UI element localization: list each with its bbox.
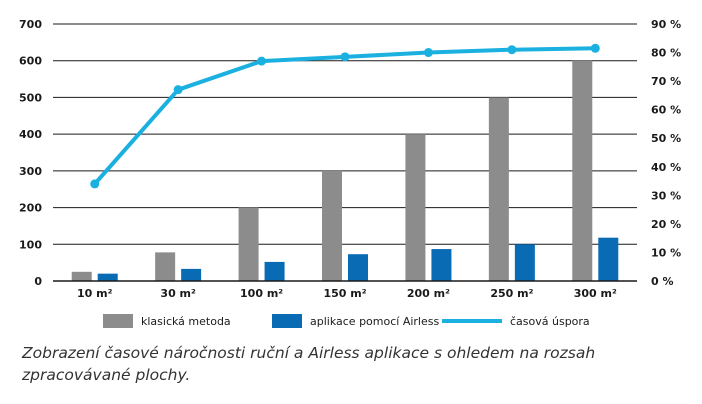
savings-point xyxy=(590,43,600,53)
x-tick-label: 250 m² xyxy=(490,287,533,300)
bar-airless xyxy=(348,254,368,281)
x-tick-label: 300 m² xyxy=(574,287,617,300)
right-tick-label: 60 % xyxy=(651,104,681,117)
bar-klasicka xyxy=(488,97,509,281)
left-tick-label: 0 xyxy=(34,275,42,288)
savings-point xyxy=(90,179,100,189)
bar-airless xyxy=(514,244,535,281)
bars xyxy=(71,60,619,281)
legend-klasicka-label: klasická metoda xyxy=(141,315,231,328)
right-tick-label: 40 % xyxy=(651,161,681,174)
bar-klasicka xyxy=(405,134,426,281)
bar-airless xyxy=(598,237,619,281)
x-tick-label: 30 m² xyxy=(160,287,196,300)
right-tick-label: 10 % xyxy=(651,246,681,259)
right-tick-label: 0 % xyxy=(651,275,674,288)
bar-airless xyxy=(181,268,202,281)
figure-caption: Zobrazení časové náročnosti ruční a Airl… xyxy=(22,344,596,384)
right-tick-label: 90 % xyxy=(651,18,681,31)
x-tick-label: 10 m² xyxy=(77,287,113,300)
left-tick-label: 600 xyxy=(19,55,42,68)
bar-klasicka xyxy=(322,170,342,281)
right-tick-label: 30 % xyxy=(651,189,681,202)
right-tick-label: 80 % xyxy=(651,47,681,60)
left-tick-label: 500 xyxy=(19,91,42,104)
x-tick-label: 200 m² xyxy=(407,287,450,300)
bar-klasicka xyxy=(71,271,92,281)
left-tick-label: 300 xyxy=(19,165,42,178)
combo-chart: 0 100 200 300 400 500 600 700 0 % 10 % 20 % 30 % 40 … xyxy=(19,18,681,328)
right-tick-label: 70 % xyxy=(651,75,681,88)
legend-airless-swatch xyxy=(272,314,302,328)
savings-point xyxy=(257,56,267,66)
savings-line-path xyxy=(93,46,596,186)
left-tick-label: 100 xyxy=(19,238,42,251)
bar-airless xyxy=(264,261,285,281)
savings-point xyxy=(173,85,183,95)
bar-klasicka xyxy=(238,207,259,281)
x-tick-label: 150 m² xyxy=(323,287,366,300)
legend: klasická metoda aplikace pomocí Airless ča… xyxy=(103,314,590,328)
legend-airless-label: aplikace pomocí Airless xyxy=(310,315,439,328)
right-tick-label: 50 % xyxy=(651,132,681,145)
left-tick-label: 200 xyxy=(19,202,42,215)
right-tick-label: 20 % xyxy=(651,218,681,231)
bar-airless xyxy=(97,273,118,281)
legend-uspora-label: časová úspora xyxy=(510,315,590,328)
savings-point xyxy=(340,52,350,62)
savings-point xyxy=(423,48,433,58)
bar-klasicka xyxy=(572,60,593,281)
savings-line xyxy=(90,43,600,189)
legend-klasicka-swatch xyxy=(103,314,133,328)
left-tick-label: 400 xyxy=(19,128,42,141)
bar-klasicka xyxy=(155,252,176,281)
axes: 0 100 200 300 400 500 600 700 0 % 10 % 20 % 30 % 40 … xyxy=(19,18,681,300)
bar-airless xyxy=(431,249,452,281)
x-tick-label: 100 m² xyxy=(240,287,283,300)
savings-point xyxy=(507,45,517,55)
left-tick-label: 700 xyxy=(19,18,42,31)
